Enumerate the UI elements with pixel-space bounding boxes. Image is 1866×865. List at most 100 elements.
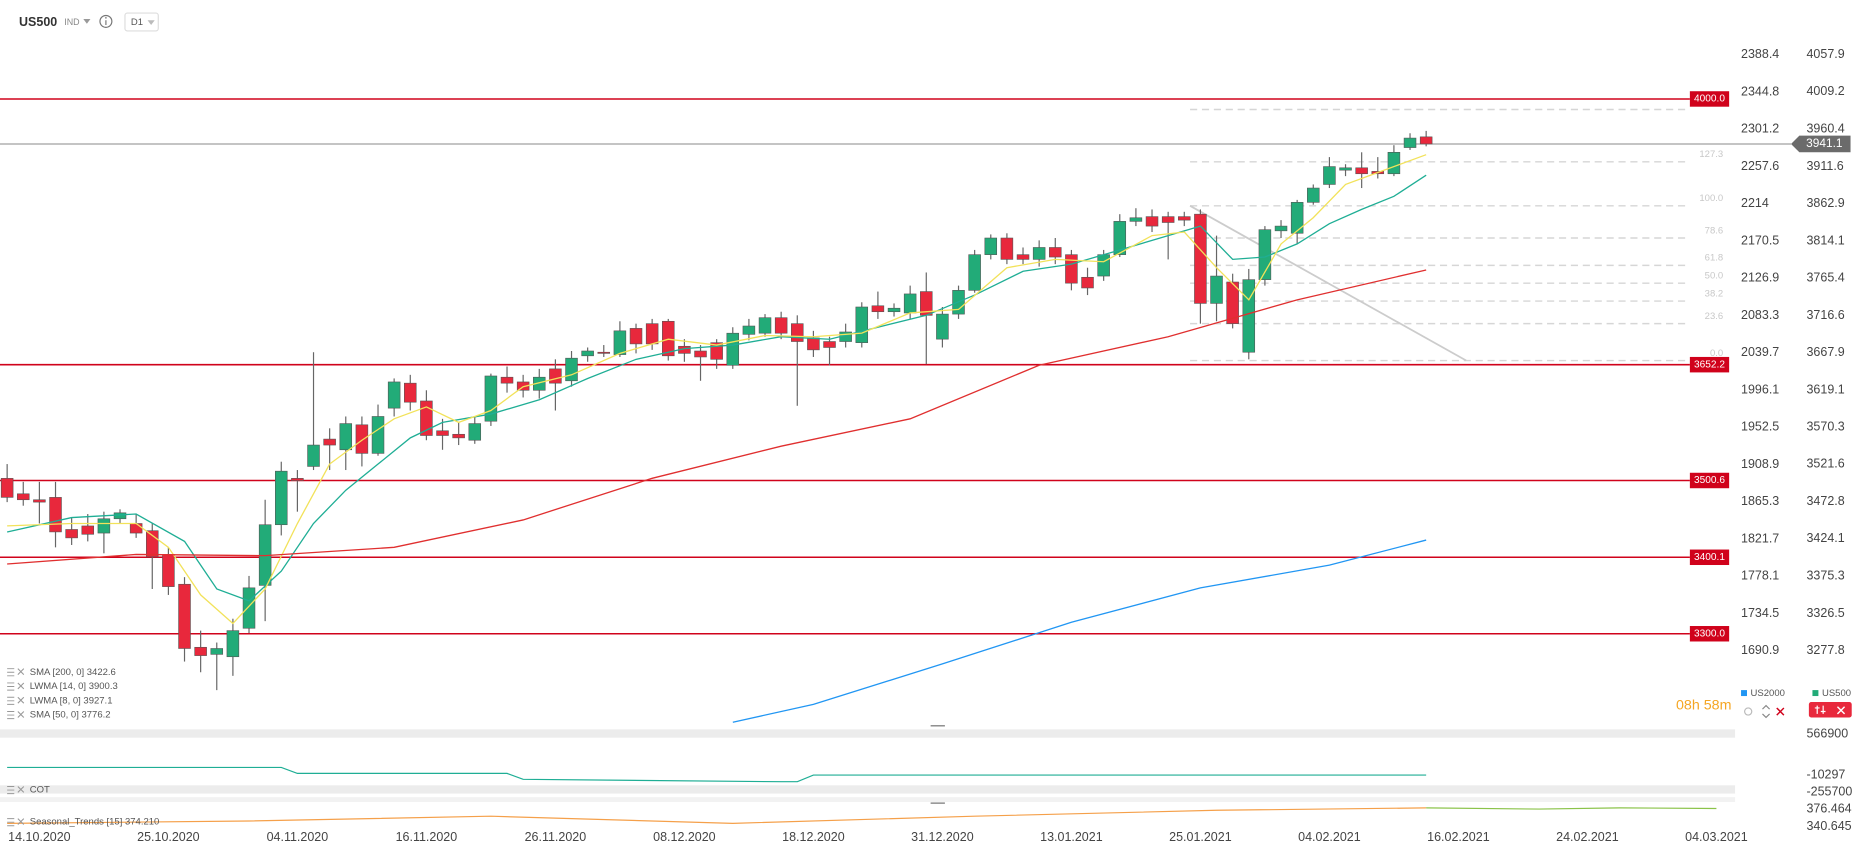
candle-body	[387, 381, 401, 409]
candle-body	[1000, 237, 1014, 260]
candle-body	[726, 332, 740, 366]
y-tick-label: 3619.1	[1806, 382, 1844, 396]
candle-body	[0, 478, 14, 498]
candle-body	[1016, 254, 1030, 260]
indicator-settings-icon[interactable]	[7, 711, 15, 720]
candle-body	[178, 583, 191, 649]
pane-line	[7, 807, 1427, 824]
pane-divider[interactable]	[0, 797, 1736, 802]
y-tick-label: 3326.5	[1806, 606, 1844, 620]
remove-icon[interactable]	[1836, 706, 1846, 715]
x-tick-label: 24.02.2021	[1556, 830, 1619, 844]
current-price-tag	[1791, 135, 1851, 153]
candle-body	[17, 493, 30, 501]
candle-body	[468, 423, 482, 441]
indicator-remove-icon[interactable]	[17, 786, 25, 793]
timeframe[interactable]: D1	[131, 17, 143, 28]
candle-body	[129, 523, 143, 534]
indicator-line	[732, 539, 1427, 723]
remove-icon[interactable]	[1776, 707, 1785, 716]
indicator-remove-icon[interactable]	[17, 818, 25, 825]
indicator-remove-icon[interactable]	[17, 668, 25, 676]
y-tick-label: 4057.9	[1806, 47, 1844, 61]
candle-body	[436, 430, 449, 436]
y2-tick-label: 2344.8	[1741, 84, 1779, 98]
y-tick-label: 3667.9	[1806, 345, 1844, 359]
countdown: 08h 58m	[1676, 697, 1732, 713]
candle-body	[162, 554, 175, 587]
dropdown-caret[interactable]	[147, 20, 155, 25]
fibonacci-label: 61.8	[1705, 253, 1724, 264]
candle-body	[581, 350, 594, 357]
indicator-remove-icon[interactable]	[17, 711, 25, 718]
indicator-settings-icon[interactable]	[7, 668, 15, 677]
fibonacci-label: 0.0	[1710, 348, 1723, 359]
pane-label: Seasonal_Trends [15] 374.210	[30, 817, 160, 828]
candle-body	[1355, 167, 1368, 175]
candle-body	[1242, 279, 1256, 353]
instrument-name[interactable]: US2000	[1751, 688, 1785, 699]
candle-body	[500, 376, 514, 384]
y2-tick-label: 1865.3	[1741, 494, 1779, 508]
instrument-legend: US2000 US500	[1741, 688, 1851, 699]
indicator-settings-icon[interactable]	[7, 696, 15, 705]
indicator-settings-icon[interactable]	[7, 785, 15, 795]
trend-line	[1189, 205, 1467, 362]
candle-body	[49, 497, 62, 533]
y2-tick-label: 1952.5	[1741, 420, 1779, 434]
y2-tick-label: 2214	[1741, 196, 1769, 210]
y2-tick-label: 2170.5	[1741, 233, 1779, 247]
x-tick-label: 04.03.2021	[1685, 830, 1748, 844]
candle-body	[1145, 216, 1159, 227]
candle-body	[936, 313, 949, 340]
candle-body	[323, 438, 336, 446]
candle-body	[1419, 136, 1433, 145]
timeframe-button[interactable]	[124, 12, 159, 32]
candle-body	[645, 323, 659, 345]
reorder-icon[interactable]	[1762, 704, 1771, 719]
x-tick-label: 04.11.2020	[267, 830, 329, 844]
candle-body	[210, 648, 224, 655]
indicator-remove-icon[interactable]	[17, 696, 25, 704]
candle-body	[1129, 217, 1143, 222]
indicator-remove-icon[interactable]	[17, 682, 25, 690]
fibonacci-label: 127.3	[1699, 149, 1723, 160]
indicator-settings-icon[interactable]	[7, 818, 15, 827]
y2-tick-label: 1690.9	[1741, 643, 1779, 657]
y2-tick-label: 1996.1	[1741, 382, 1779, 396]
y2-tick-label: 2388.4	[1741, 47, 1779, 61]
x-tick-label: 16.02.2021	[1427, 830, 1490, 844]
candle-body	[484, 375, 498, 422]
indicator-settings-icon[interactable]	[7, 682, 15, 691]
pane-divider[interactable]	[0, 729, 1736, 738]
symbol[interactable]: US500	[19, 15, 57, 29]
candle-body	[65, 529, 78, 539]
instrument-swatch	[1812, 690, 1819, 697]
y-tick-label: 3911.6	[1806, 159, 1843, 173]
visibility-icon[interactable]	[1744, 707, 1753, 716]
candle-body	[146, 530, 159, 558]
active-instrument-button[interactable]	[1808, 701, 1852, 718]
indicator-panes: 566900 -10297 -255700 COT 376.464 340.645 Seas…	[7, 726, 1852, 833]
level-label: 4000.0	[1694, 94, 1725, 105]
fibonacci-label: 23.6	[1705, 311, 1724, 322]
x-tick-label: 04.02.2021	[1298, 830, 1361, 844]
level-label: 3500.6	[1694, 475, 1725, 486]
candle-body	[629, 328, 643, 345]
fibonacci-label: 100.0	[1699, 193, 1723, 204]
instrument-name[interactable]: US500	[1822, 688, 1851, 699]
candle-body	[984, 237, 998, 255]
indicator-legend: SMA [50, 0] 3776.2	[30, 710, 111, 721]
candle-body	[1049, 247, 1062, 258]
x-tick-label: 08.12.2020	[653, 830, 716, 844]
pane-divider[interactable]	[0, 785, 1736, 794]
candle-body	[1290, 202, 1304, 234]
candle-body	[823, 341, 836, 348]
candle-body	[855, 306, 869, 343]
dropdown-caret[interactable]	[83, 19, 91, 24]
info-icon[interactable]	[99, 14, 113, 28]
candle-body	[791, 323, 804, 342]
candle-body	[291, 478, 304, 482]
settings-icon[interactable]	[1814, 705, 1826, 714]
candle-body	[420, 400, 433, 436]
